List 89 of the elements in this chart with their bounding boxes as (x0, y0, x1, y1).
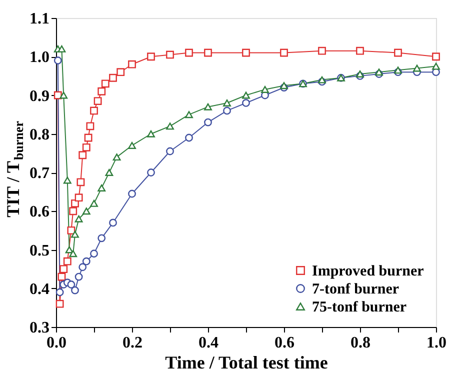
point (112, 154, 121, 161)
point (204, 103, 212, 110)
x-tick-label: 0.8 (350, 334, 370, 352)
point (128, 190, 136, 198)
y-axis-title: TIT / Tburner (3, 120, 26, 218)
point (280, 48, 288, 57)
x-tick-label: 0.4 (198, 334, 218, 352)
point (166, 122, 174, 130)
point (74, 215, 83, 222)
point (63, 176, 72, 184)
point (147, 168, 155, 176)
point (90, 106, 98, 115)
point (109, 218, 117, 227)
y-tick-label: 0.9 (30, 88, 50, 105)
point (318, 46, 326, 55)
point (94, 97, 102, 105)
point (394, 48, 402, 57)
point (356, 46, 364, 55)
point (147, 52, 155, 61)
y-tick-label: 1.0 (30, 49, 50, 66)
x-tick-label: 0.6 (274, 334, 294, 352)
point (185, 48, 193, 57)
point (242, 99, 250, 107)
point (78, 263, 87, 272)
point (67, 226, 76, 234)
point (60, 92, 68, 99)
point (71, 286, 79, 294)
point (56, 300, 64, 308)
x-tick-label: 0.2 (122, 334, 142, 352)
point (65, 246, 74, 254)
y-tick-label: 0.8 (30, 126, 50, 144)
y-tick-label: 0.7 (30, 165, 50, 182)
y-tick-label: 0.6 (30, 204, 50, 221)
point (261, 86, 269, 93)
legend-label: Improved burner (312, 264, 424, 280)
point (60, 265, 68, 274)
point (166, 147, 174, 156)
point (56, 288, 64, 296)
point (67, 280, 76, 288)
point (86, 122, 94, 130)
point (242, 92, 250, 99)
point (128, 60, 136, 68)
point (63, 257, 72, 266)
point (147, 130, 155, 138)
point (74, 272, 83, 281)
point (116, 68, 125, 76)
x-axis-title: Time / Total test time (165, 352, 328, 372)
point (58, 272, 66, 281)
point (76, 178, 85, 186)
point (101, 80, 110, 88)
point (242, 48, 250, 57)
point (432, 62, 440, 70)
point (223, 106, 231, 115)
point (204, 118, 212, 126)
point (78, 151, 87, 160)
point (166, 50, 174, 59)
point (69, 250, 78, 258)
y-tick-label: 0.5 (30, 242, 50, 260)
point (82, 257, 90, 266)
legend-label: 7-tonf burner (312, 282, 400, 298)
point (432, 52, 440, 61)
point (90, 250, 98, 258)
point (185, 134, 193, 142)
point (54, 56, 62, 64)
point (204, 48, 212, 57)
x-tick-label: 1.0 (426, 334, 446, 352)
point (318, 76, 326, 84)
point (223, 99, 231, 106)
point (69, 207, 78, 216)
y-tick-label: 0.3 (30, 320, 50, 336)
point (90, 200, 98, 207)
point (82, 143, 90, 152)
point (128, 142, 136, 149)
point (394, 66, 402, 74)
x-tick-label: 0.0 (46, 334, 66, 352)
point (109, 74, 117, 82)
point (98, 234, 106, 242)
point (185, 111, 193, 118)
point (84, 134, 92, 142)
y-tick-label: 0.4 (30, 280, 50, 298)
point (98, 87, 106, 96)
point (82, 208, 90, 215)
point (71, 230, 79, 238)
point (98, 184, 106, 192)
y-tick-label: 1.1 (30, 10, 50, 28)
point (413, 64, 421, 72)
legend-label: 75-tonf burner (312, 300, 407, 316)
point (74, 194, 83, 202)
point (105, 168, 114, 176)
